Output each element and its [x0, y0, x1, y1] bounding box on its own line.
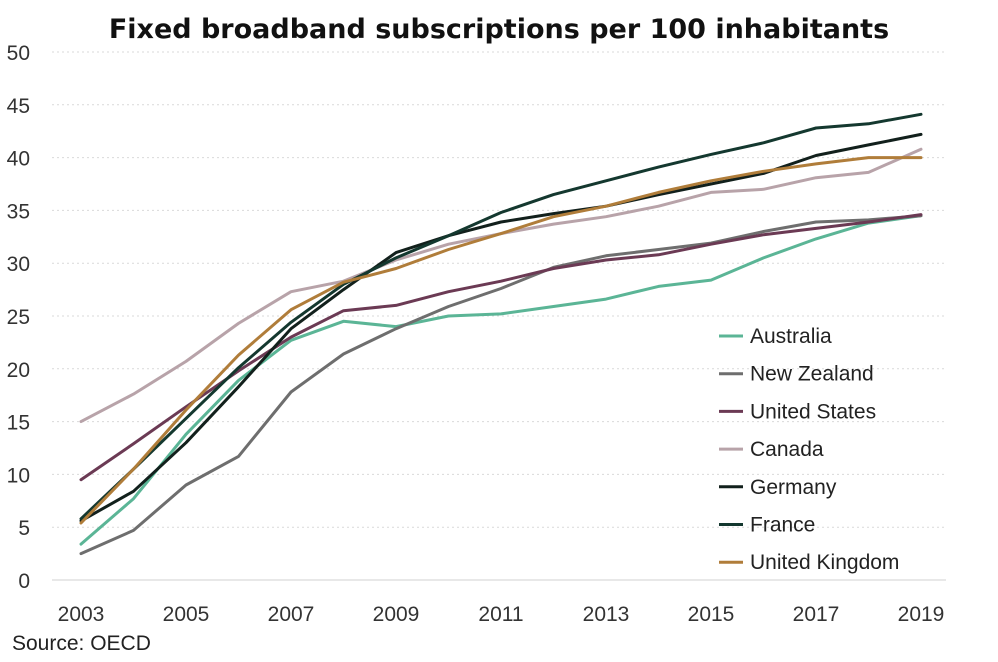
y-tick-label: 10: [7, 464, 30, 487]
y-tick-label: 25: [7, 306, 30, 329]
source-note: Source: OECD: [12, 632, 151, 655]
y-tick-label: 50: [7, 42, 30, 65]
x-tick-label: 2017: [793, 603, 840, 626]
x-tick-label: 2015: [688, 603, 735, 626]
y-tick-label: 20: [7, 359, 30, 382]
series-line-united-kingdom: [79, 156, 923, 525]
series-line-australia: [79, 214, 923, 546]
x-tick-label: 2003: [58, 603, 105, 626]
legend-label: France: [750, 514, 815, 537]
x-tick-label: 2013: [583, 603, 630, 626]
legend-label: United Kingdom: [750, 551, 899, 574]
series-line-new-zealand: [79, 214, 923, 556]
y-tick-label: 45: [7, 95, 30, 118]
y-tick-label: 0: [18, 570, 30, 593]
series-lines: [79, 112, 923, 556]
x-tick-label: 2009: [373, 603, 420, 626]
legend: Australia New Zealand United States Canada G…: [719, 325, 899, 574]
x-tick-label: 2019: [898, 603, 945, 626]
legend-label: New Zealand: [750, 363, 874, 386]
y-tick-label: 5: [18, 517, 30, 540]
chart-title: Fixed broadband subscriptions per 100 in…: [108, 14, 890, 45]
legend-label: Canada: [750, 438, 824, 461]
x-tick-label: 2011: [478, 603, 523, 626]
y-axis-tick-labels: 0 5 10 15 20 25 30 35 40 45 50: [7, 42, 30, 593]
series-line-france: [79, 112, 923, 521]
x-tick-label: 2007: [268, 603, 315, 626]
y-tick-label: 40: [7, 148, 30, 171]
x-axis-tick-labels: 2003 2005 2007 2009 2011 2013 2015 2017 2019: [58, 603, 945, 626]
legend-label: Germany: [750, 476, 837, 499]
legend-label: Australia: [750, 325, 832, 348]
gridlines: [52, 51, 946, 528]
y-tick-label: 15: [7, 412, 30, 435]
legend-label: United States: [750, 400, 876, 423]
y-tick-label: 30: [7, 253, 30, 276]
x-tick-label: 2005: [163, 603, 210, 626]
y-tick-label: 35: [7, 200, 30, 223]
